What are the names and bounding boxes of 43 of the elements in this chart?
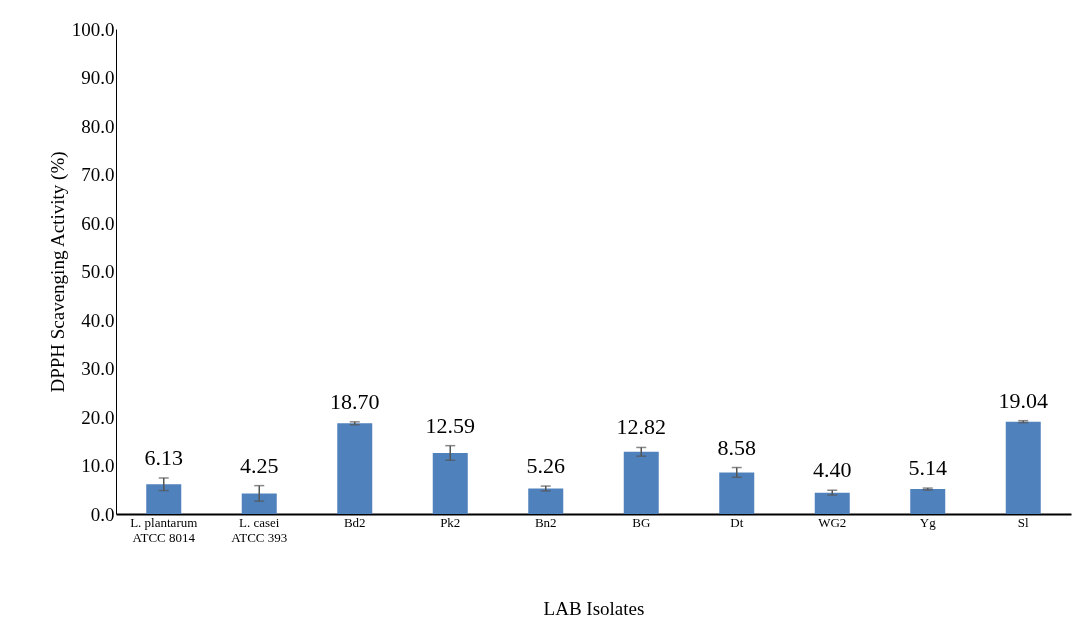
data-label: 8.58 (717, 434, 756, 460)
bar (146, 484, 182, 514)
y-tick-label: 90.0 (81, 67, 115, 88)
bar (623, 451, 659, 514)
data-label: 5.14 (908, 455, 947, 481)
bar (814, 492, 850, 514)
x-tick-label: Pk2 (440, 514, 461, 530)
data-label: 5.26 (526, 453, 565, 479)
bar (337, 423, 373, 514)
data-label: 4.40 (813, 457, 852, 483)
bar (528, 488, 564, 514)
bar (1005, 421, 1041, 514)
x-tick-label: Dt (730, 514, 744, 530)
x-tick-label: Sl (1017, 514, 1030, 530)
x-tick-label: L. plantarum ATCC 8014 (130, 514, 198, 545)
data-label: 6.13 (144, 444, 183, 470)
y-axis-title: DPPH Scavenging Activity (%) (46, 151, 69, 393)
y-tick-label: 30.0 (81, 358, 115, 379)
bar (719, 472, 755, 514)
y-tick-label: 40.0 (81, 309, 115, 331)
data-label: 18.70 (330, 388, 380, 414)
y-tick-label: 60.0 (81, 212, 115, 234)
bar (241, 493, 277, 514)
y-tick-label: 10.0 (81, 455, 115, 476)
x-axis-title: LAB Isolates (543, 597, 645, 619)
data-label: 12.59 (425, 412, 475, 438)
y-tick-label: 20.0 (81, 406, 115, 428)
bar (910, 489, 946, 514)
y-tick-label: 100.0 (71, 18, 115, 40)
bar (432, 452, 468, 514)
data-label: 4.25 (240, 452, 279, 478)
y-tick-label: 50.0 (81, 261, 115, 282)
y-tick-label: 80.0 (81, 115, 115, 137)
x-tick-label: WG2 (818, 514, 847, 530)
data-label: 12.82 (616, 414, 666, 440)
x-tick-label: L. casei ATCC 393 (231, 514, 288, 545)
y-tick-label: 70.0 (81, 164, 115, 185)
x-tick-label: BG (632, 514, 651, 530)
x-tick-label: Bd2 (343, 514, 366, 530)
x-tick-label: Yg (919, 514, 937, 530)
y-tick-label: 0.0 (90, 503, 115, 525)
x-tick-label: Bn2 (534, 514, 557, 530)
data-label: 19.04 (998, 387, 1048, 413)
